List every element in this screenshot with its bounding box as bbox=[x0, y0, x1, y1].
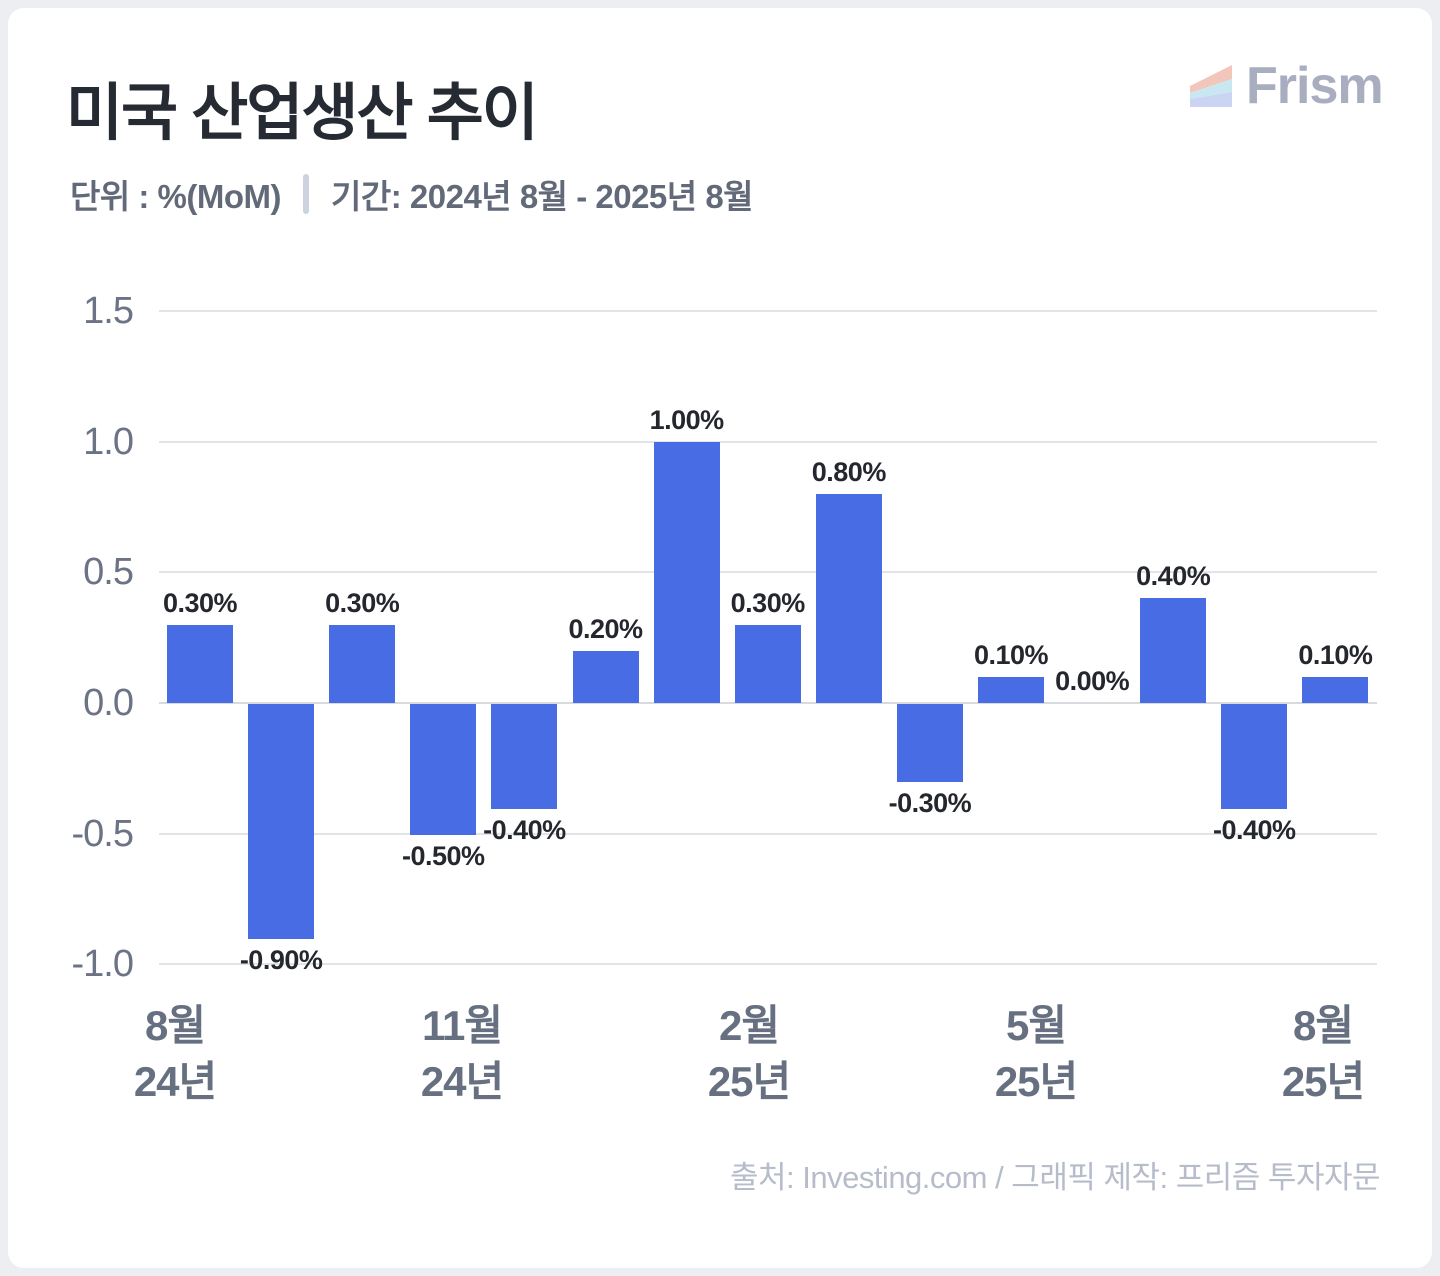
x-axis-month: 5월 bbox=[1006, 1002, 1067, 1049]
x-axis-year: 25년 bbox=[707, 1058, 791, 1105]
x-axis-label: 8월 25년 bbox=[1213, 998, 1433, 1110]
bar bbox=[248, 704, 315, 940]
y-axis-tick-label: 1.0 bbox=[83, 420, 134, 463]
y-axis-tick-label: -1.0 bbox=[71, 943, 134, 986]
bar bbox=[167, 624, 233, 703]
bar-value-label: -0.90% bbox=[239, 945, 323, 976]
bar bbox=[491, 704, 558, 809]
bar bbox=[1140, 598, 1207, 703]
x-axis-month: 11월 bbox=[421, 1002, 503, 1049]
x-axis-year: 24년 bbox=[133, 1058, 217, 1105]
bar bbox=[734, 624, 801, 703]
y-axis-tick-label: 1.5 bbox=[83, 290, 134, 333]
gridline bbox=[159, 963, 1377, 966]
bar bbox=[815, 493, 882, 703]
x-axis-year: 24년 bbox=[420, 1058, 504, 1105]
bar-value-label: -0.40% bbox=[1213, 814, 1296, 845]
bar bbox=[1221, 704, 1288, 809]
bar-value-label: -0.50% bbox=[402, 840, 485, 871]
brand-logo: Frism bbox=[1190, 56, 1384, 116]
prism-logo-icon bbox=[1190, 65, 1232, 107]
gridline bbox=[159, 440, 1377, 443]
bar bbox=[329, 624, 396, 703]
subtitle: 단위 : %(MoM) 기간: 2024년 8월 - 2025년 8월 bbox=[70, 170, 754, 218]
x-axis-month: 8월 bbox=[1293, 1002, 1354, 1049]
unit-label: 단위 : %(MoM) bbox=[70, 178, 282, 215]
gridline bbox=[159, 832, 1377, 835]
gridline bbox=[159, 571, 1377, 574]
x-axis-label: 11월 24년 bbox=[352, 998, 572, 1110]
bar-value-label: 0.10% bbox=[973, 639, 1049, 670]
bar-value-label: -0.40% bbox=[483, 814, 566, 845]
bar-value-label: 0.10% bbox=[1298, 639, 1373, 670]
x-axis-year: 25년 bbox=[994, 1058, 1078, 1105]
brand-name: Frism bbox=[1246, 57, 1384, 115]
bar-value-label: 0.80% bbox=[811, 456, 887, 487]
bar bbox=[896, 704, 963, 783]
bar-value-label: 0.30% bbox=[325, 587, 400, 618]
bar bbox=[978, 676, 1044, 703]
bar-value-label: 0.20% bbox=[568, 613, 643, 644]
bar-value-label: 0.30% bbox=[730, 587, 806, 618]
x-axis-label: 8월 24년 bbox=[65, 998, 285, 1110]
x-axis-month: 8월 bbox=[145, 1002, 206, 1049]
bar-value-label: 1.00% bbox=[649, 404, 725, 435]
y-axis-tick-label: 0.0 bbox=[83, 682, 134, 724]
bar-value-label: 0.40% bbox=[1136, 561, 1211, 592]
period-label: 기간: 2024년 8월 - 2025년 8월 bbox=[331, 178, 754, 215]
zero-gridline bbox=[159, 702, 1377, 704]
gridline bbox=[159, 310, 1377, 313]
bar-value-label: 0.00% bbox=[1055, 666, 1130, 696]
y-axis-tick-label: 0.5 bbox=[83, 551, 134, 594]
y-axis-tick-label: -0.5 bbox=[71, 812, 134, 855]
bar bbox=[410, 704, 477, 835]
bar bbox=[572, 650, 639, 703]
x-axis-label: 5월 25년 bbox=[926, 998, 1146, 1110]
x-axis-label: 2월 25년 bbox=[639, 998, 859, 1110]
page-title: 미국 산업생산 추이 bbox=[66, 79, 539, 148]
x-axis-month: 2월 bbox=[719, 1002, 780, 1049]
bar bbox=[1302, 676, 1369, 703]
bar-value-label: -0.30% bbox=[888, 788, 972, 819]
x-axis-year: 25년 bbox=[1281, 1058, 1365, 1105]
bar-value-label: 0.30% bbox=[162, 587, 238, 618]
bar bbox=[653, 441, 720, 703]
footer-credit: 출처: Investing.com / 그래픽 제작: 프리즘 투자자문 bbox=[729, 1160, 1381, 1195]
subtitle-divider bbox=[303, 174, 310, 214]
